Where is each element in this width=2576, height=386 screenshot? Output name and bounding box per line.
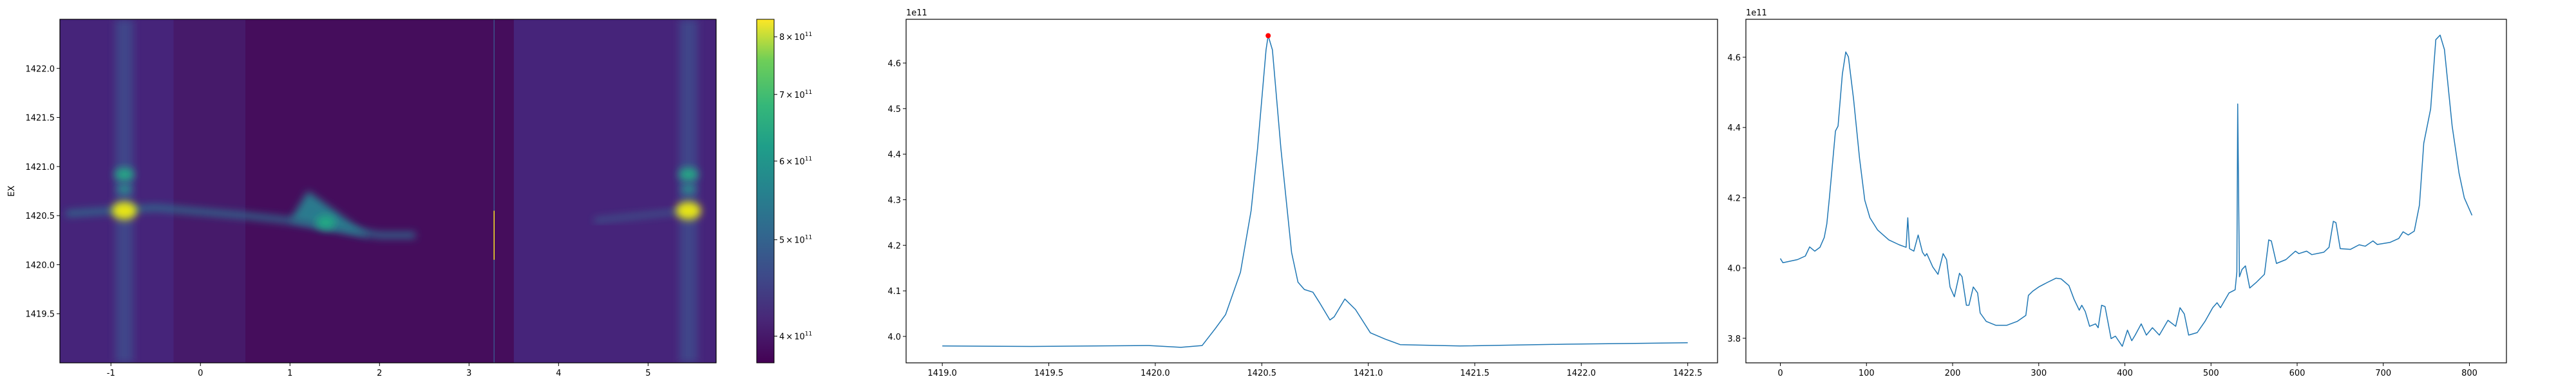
peak-line-panel: 1419.0 1419.5 1420.0 1420.5 1421.0 1421.5 1422…: [887, 8, 1718, 378]
x-tick-label: 200: [1945, 369, 1961, 378]
tick-base: 10: [794, 157, 805, 167]
y-tick-label: 4.1: [887, 287, 901, 297]
peak-marker: [1265, 33, 1271, 39]
plot-area: [942, 33, 1688, 348]
heatmap-bright-spot: [681, 183, 696, 194]
tick-times: ×: [786, 91, 793, 100]
x-tick-label: 1420.0: [1141, 369, 1170, 378]
y-tick-label: 4.0: [887, 333, 901, 342]
axes-frame: [1745, 19, 2507, 363]
y-tick-label: 1422.0: [26, 64, 55, 74]
tick-exponent: 11: [805, 235, 812, 241]
tick-times: ×: [786, 157, 793, 167]
x-tick-label: 300: [2031, 369, 2047, 378]
tick-base: 10: [794, 33, 805, 42]
y-tick-label: 4.6: [1727, 53, 1741, 63]
x-tick-label: 400: [2117, 369, 2133, 378]
x-tick-label: 1421.0: [1354, 369, 1383, 378]
tick-exponent: 11: [805, 89, 812, 96]
tick-times: ×: [786, 33, 793, 42]
profile-line-panel: 0 100 200 300 400 500 600 700 800 3.8 4.0 4.2 4.4 4.6…: [1727, 8, 2507, 378]
plot-area: [1779, 34, 2473, 347]
x-tick-label: 4: [556, 369, 561, 378]
heatmap-bright-spot: [111, 201, 137, 220]
x-tick-label: 1419.0: [927, 369, 957, 378]
heatmap-panel: -1 0 1 2 3 4 5 1419.5 1420.0 1420.5 1421.0 1421.5 14…: [7, 19, 717, 378]
tick-base: 10: [794, 91, 805, 100]
y-tick-label: 4.3: [887, 196, 901, 205]
axes-frame: [905, 19, 1718, 363]
heatmap-bright-spot: [316, 215, 336, 230]
tick-mantissa: 7: [779, 91, 784, 100]
x-tick-label: 1419.5: [1034, 369, 1064, 378]
y-tick-label: 4.4: [887, 151, 901, 160]
tick-mantissa: 8: [779, 33, 784, 42]
x-tick-label: 2: [377, 369, 382, 378]
tick-base: 10: [794, 236, 805, 246]
x-tick-label: 0: [198, 369, 203, 378]
colorbar-tick-label: 8 × 1011: [779, 32, 812, 42]
colorbar-tick-label: 7 × 1011: [779, 89, 812, 100]
x-tick-label: 700: [2375, 369, 2391, 378]
heatmap-image: [60, 19, 716, 363]
y-tick-label: 4.0: [1727, 264, 1741, 274]
x-tick-label: 5: [645, 369, 650, 378]
x-tick-label: 1422.5: [1673, 369, 1703, 378]
x-tick-label: 1420.5: [1247, 369, 1277, 378]
y-axis-label: EX: [7, 185, 17, 196]
tick-mantissa: 6: [779, 157, 784, 167]
data-line: [1779, 34, 2473, 347]
y-tick-label: 4.6: [887, 59, 901, 69]
axes-frame: [59, 19, 717, 363]
heatmap-dark-region: [245, 19, 514, 363]
offset-text: 1e11: [906, 8, 927, 18]
colorbar-tick-label: 6 × 1011: [779, 156, 812, 167]
heatmap-bright-spot: [117, 183, 132, 194]
x-tick-label: -1: [107, 369, 115, 378]
colorbar-tick-label: 5 × 1011: [779, 235, 812, 246]
heatmap-wedge: [290, 191, 371, 237]
x-tick-label: 1: [287, 369, 292, 378]
x-tick-label: 1421.5: [1460, 369, 1490, 378]
heatmap-bright-spot: [678, 167, 699, 182]
y-tick-label: 3.8: [1727, 335, 1741, 344]
y-tick-label: 4.2: [887, 241, 901, 251]
tick-mantissa: 5: [779, 236, 784, 246]
y-tick-label: 1419.5: [26, 310, 55, 320]
tick-exponent: 11: [805, 32, 812, 38]
y-tick-label: 1420.0: [26, 261, 55, 270]
colorbar-tick-label: 4 × 1011: [779, 331, 812, 342]
y-tick-label: 1420.5: [26, 212, 55, 221]
x-tick-label: 3: [466, 369, 471, 378]
x-tick-label: 800: [2461, 369, 2477, 378]
y-tick-label: 4.4: [1727, 124, 1741, 133]
heatmap-dark-region: [173, 19, 245, 363]
data-line: [942, 35, 1688, 348]
y-tick-label: 1421.0: [26, 163, 55, 172]
colorbar-gradient: [756, 19, 775, 363]
tick-times: ×: [786, 332, 793, 342]
x-tick-label: 600: [2289, 369, 2306, 378]
y-tick-label: 4.5: [887, 105, 901, 115]
heatmap-ridge: [594, 208, 689, 223]
heatmap-bright-spot: [114, 167, 135, 182]
x-tick-label: 0: [1777, 369, 1783, 378]
x-tick-label: 1422.0: [1567, 369, 1596, 378]
y-tick-label: 1421.5: [26, 114, 55, 124]
tick-times: ×: [786, 236, 793, 246]
tick-base: 10: [794, 332, 805, 342]
heatmap-bright-spot: [676, 201, 701, 220]
tick-mantissa: 4: [779, 332, 784, 342]
x-tick-label: 100: [1859, 369, 1875, 378]
y-tick-label: 4.2: [1727, 194, 1741, 203]
x-tick-label: 500: [2203, 369, 2219, 378]
tick-exponent: 11: [805, 331, 812, 337]
tick-exponent: 11: [805, 156, 812, 162]
offset-text: 1e11: [1746, 8, 1767, 18]
